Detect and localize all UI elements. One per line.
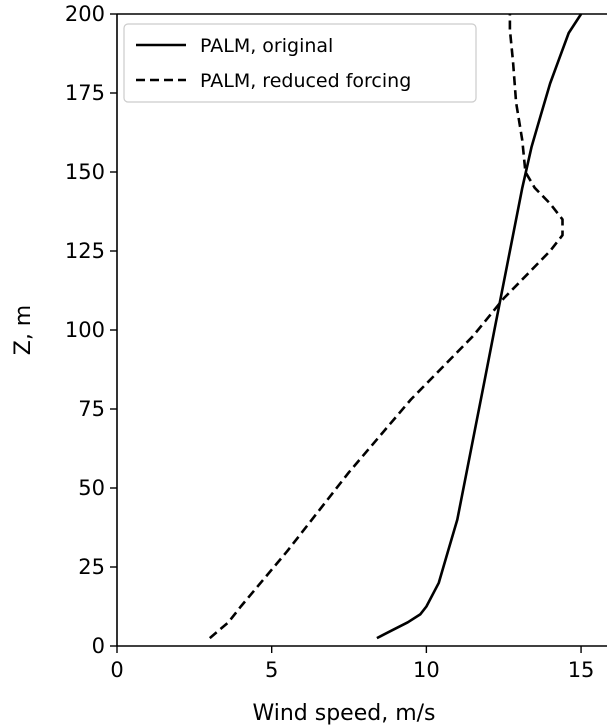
y-tick-label: 200 <box>65 2 105 26</box>
axes <box>116 13 607 647</box>
series-line-original <box>376 13 583 640</box>
x-tick-label: 15 <box>568 658 595 682</box>
y-tick-label: 25 <box>78 555 105 579</box>
y-axis-label: Z, m <box>11 305 36 356</box>
legend-entry-original: PALM, original <box>200 35 333 57</box>
x-axis-label: Wind speed, m/s <box>252 701 435 726</box>
x-tick-label: 10 <box>413 658 440 682</box>
legend-entry-reduced: PALM, reduced forcing <box>200 70 411 92</box>
y-tick-label: 125 <box>65 239 105 263</box>
y-tick-label: 50 <box>78 476 105 500</box>
plot-lines <box>208 13 583 640</box>
series-line-reduced-forcing <box>208 14 564 640</box>
y-tick-label: 100 <box>65 318 105 342</box>
y-tick-label: 150 <box>65 160 105 184</box>
y-tick-label: 0 <box>92 634 105 658</box>
y-tick-label: 75 <box>78 397 105 421</box>
legend-box <box>123 23 477 103</box>
y-tick-label: 175 <box>65 81 105 105</box>
x-tick-label: 0 <box>110 658 123 682</box>
x-tick-label: 5 <box>265 658 278 682</box>
legend: PALM, original PALM, reduced forcing <box>123 23 477 103</box>
